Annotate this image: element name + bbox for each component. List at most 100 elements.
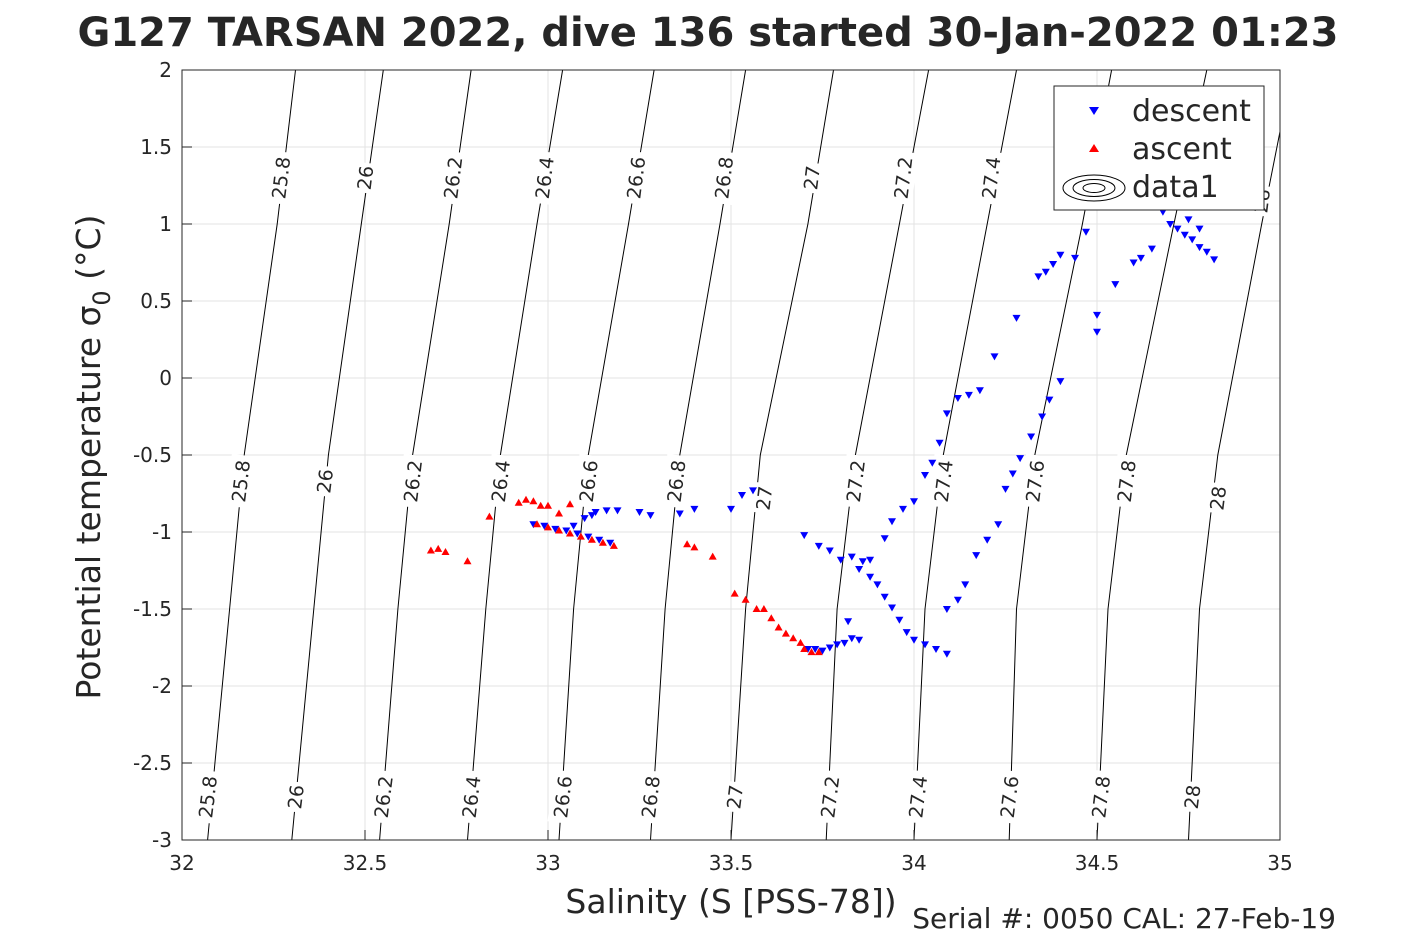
descent-point bbox=[1093, 328, 1101, 336]
descent-point bbox=[844, 618, 853, 626]
descent-point bbox=[635, 509, 644, 516]
y-tick-label: 0.5 bbox=[140, 289, 172, 313]
descent-point bbox=[690, 505, 699, 513]
contour-label-gap bbox=[397, 453, 428, 509]
descent-point bbox=[836, 556, 845, 564]
contour-label-text: 27.2 bbox=[843, 459, 870, 504]
contour-label-text: 25.8 bbox=[268, 156, 295, 201]
contour-label-text: 27.8 bbox=[1088, 775, 1115, 820]
contour-label-gap bbox=[1019, 453, 1050, 509]
x-tick-label: 34.5 bbox=[1075, 851, 1120, 875]
axis-ticks: 32 32.5 33 33.5 34 34.5 35 -3 -2.5 -2 -1.5 -1 -0.5 0 0… bbox=[133, 58, 1293, 875]
descent-point bbox=[1016, 455, 1025, 463]
ascent-point bbox=[690, 543, 699, 551]
contour-label: 26.6 bbox=[620, 150, 651, 206]
contour-label-gap bbox=[1204, 481, 1232, 515]
descent-point bbox=[866, 573, 875, 581]
descent-point bbox=[1071, 254, 1079, 262]
y-tick-label: -2 bbox=[152, 674, 172, 698]
ascent-point bbox=[555, 526, 563, 534]
ascent-point bbox=[730, 589, 739, 597]
contour-label-gap bbox=[529, 150, 560, 206]
contour-label-text: 26 bbox=[313, 468, 338, 495]
ascent-point bbox=[587, 535, 596, 543]
ascent-point bbox=[752, 605, 761, 612]
descent-point bbox=[749, 487, 757, 495]
ascent-point bbox=[759, 605, 768, 612]
descent-point bbox=[814, 542, 823, 550]
contour-label-text: 27.2 bbox=[890, 156, 917, 201]
ascent-point bbox=[598, 538, 607, 546]
descent-point bbox=[1034, 273, 1043, 281]
descent-point bbox=[1038, 413, 1047, 421]
legend-ascent-label: ascent bbox=[1132, 132, 1232, 167]
y-tick-label: -1.5 bbox=[133, 597, 172, 621]
y-tick-label: -0.5 bbox=[133, 443, 172, 467]
descent-point bbox=[899, 505, 907, 513]
chart-title: G127 TARSAN 2022, dive 136 started 30-Ja… bbox=[78, 10, 1339, 56]
contour-label: 26 bbox=[310, 464, 339, 498]
descent-point bbox=[540, 522, 549, 530]
contour-label-text: 26.8 bbox=[664, 459, 691, 504]
legend-contour-icon bbox=[1062, 174, 1126, 202]
descent-point bbox=[738, 492, 746, 499]
descent-point bbox=[551, 525, 560, 533]
descent-point bbox=[811, 646, 820, 653]
descent-point bbox=[961, 581, 970, 589]
descent-point bbox=[727, 505, 735, 513]
contour-label: 27.2 bbox=[814, 769, 845, 825]
descent-point bbox=[1012, 314, 1021, 322]
descent-point bbox=[646, 512, 655, 520]
ascent-point bbox=[544, 523, 552, 531]
descent-point bbox=[1045, 396, 1054, 404]
contour-label-gap bbox=[902, 769, 933, 825]
contour-label-text: 26.4 bbox=[459, 775, 486, 820]
contour-label-text: 26.4 bbox=[532, 156, 559, 201]
descent-point bbox=[994, 521, 1003, 529]
descent-point bbox=[910, 636, 918, 644]
contour-label-gap bbox=[456, 769, 487, 825]
descent-point bbox=[1056, 378, 1065, 386]
contour-label: 27.4 bbox=[902, 769, 933, 825]
contour-labels: 25.8 26 26.2 26.4 26.6 26.8 27 27.2 27.4 27.6 27.8… bbox=[192, 150, 1276, 825]
ascent-point bbox=[566, 529, 574, 537]
contour-label-gap bbox=[547, 769, 578, 825]
descent-point bbox=[888, 518, 896, 526]
descent-point bbox=[866, 556, 875, 564]
descent-point bbox=[833, 641, 842, 649]
contour-label-gap bbox=[351, 161, 379, 195]
descent-point bbox=[873, 581, 882, 589]
contour-label: 26 bbox=[351, 161, 379, 195]
ascent-point bbox=[566, 500, 574, 508]
contour-label-gap bbox=[635, 769, 666, 825]
ascent-point bbox=[529, 497, 538, 505]
descent-point bbox=[910, 498, 918, 506]
x-tick-label: 35 bbox=[1267, 851, 1292, 875]
ascent-point bbox=[434, 544, 443, 552]
contour-label-text: 27.4 bbox=[931, 459, 958, 504]
descent-point bbox=[825, 547, 834, 555]
contour-label-gap bbox=[225, 453, 256, 509]
ascent-point bbox=[741, 595, 750, 603]
contour-label: 25.8 bbox=[225, 453, 256, 509]
contour-label-text: 27.6 bbox=[997, 775, 1024, 820]
descent-point bbox=[902, 629, 911, 637]
contour-label-text: 27.2 bbox=[817, 775, 844, 820]
descent-point bbox=[1129, 259, 1138, 267]
descent-point bbox=[1049, 261, 1058, 268]
contour-label: 26.4 bbox=[456, 769, 487, 825]
descent-point bbox=[569, 522, 578, 530]
contour-label-text: 27 bbox=[753, 485, 778, 512]
contour-label-gap bbox=[485, 453, 516, 509]
contour-label: 27.6 bbox=[1019, 453, 1050, 509]
descent-point bbox=[1184, 216, 1193, 224]
x-tick-label: 32 bbox=[169, 851, 194, 875]
descent-point bbox=[800, 532, 809, 540]
contour-label-text: 26 bbox=[284, 784, 309, 811]
contour-label-text: 26.6 bbox=[550, 775, 577, 820]
serial-footer: Serial #: 0050 CAL: 27-Feb-19 bbox=[912, 902, 1336, 935]
contour-label-gap bbox=[661, 453, 692, 509]
descent-point bbox=[928, 459, 937, 467]
descent-point bbox=[983, 536, 992, 544]
descent-point bbox=[858, 558, 867, 566]
